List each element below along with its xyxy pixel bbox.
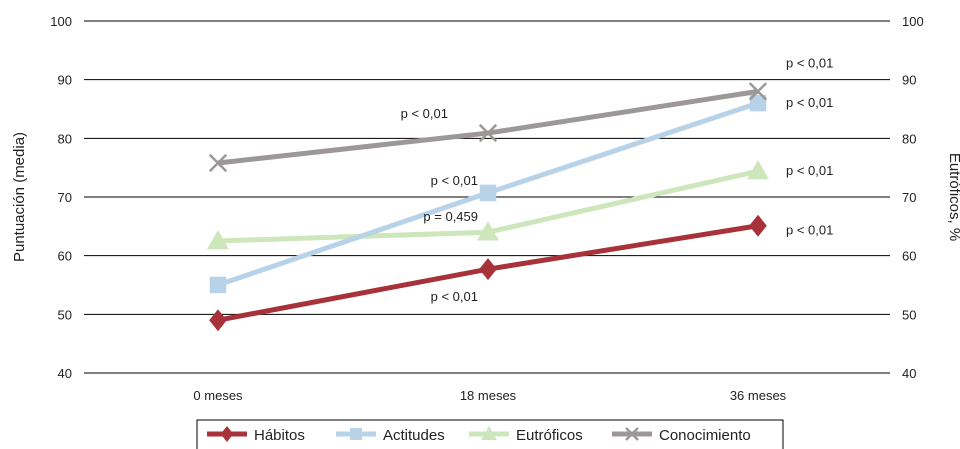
data-point: [209, 309, 227, 332]
legend: Hábitos Actitudes Eutróficos Conocimiento: [196, 419, 784, 449]
p-value-annotation: p < 0,01: [431, 173, 478, 188]
y-tick-label-left: 70: [58, 190, 72, 205]
legend-marker: [625, 427, 639, 441]
series-line: [217, 88, 759, 166]
p-value-annotation: p < 0,01: [786, 163, 833, 178]
legend-item-conocimiento: Conocimiento: [612, 427, 751, 444]
legend-item-eutróficos: Eutróficos: [469, 426, 583, 444]
y-tick-label-left: 90: [58, 73, 72, 88]
y-tick-label-right: 70: [902, 190, 916, 205]
y-tick-label-right: 40: [902, 366, 916, 381]
y-axis-right-ticks: 40 50 60 70 80 90 100: [902, 14, 924, 381]
data-point: [477, 221, 499, 241]
x-tick-label: 18 meses: [460, 388, 517, 403]
series-conocimiento: [208, 82, 768, 173]
p-value-annotation: p = 0,459: [423, 209, 478, 224]
x-axis-ticks: 0 meses 18 meses 36 meses: [193, 388, 786, 403]
legend-item-actitudes: Actitudes: [336, 427, 445, 444]
y-tick-label-right: 90: [902, 73, 916, 88]
legend-marker: [481, 426, 497, 440]
legend-label: Actitudes: [383, 427, 445, 444]
series-hábitos: [209, 214, 767, 332]
p-value-annotation: p < 0,01: [786, 95, 833, 110]
legend-marker: [350, 428, 362, 440]
y-tick-label-right: 80: [902, 131, 916, 146]
series-lines: [207, 82, 769, 332]
y-tick-label-left: 40: [58, 366, 72, 381]
p-value-annotation: p < 0,01: [786, 223, 833, 238]
data-point: [478, 123, 498, 143]
series-eutróficos: [207, 160, 769, 250]
data-point: [479, 184, 497, 202]
data-point: [749, 94, 767, 112]
p-value-annotation: p < 0,01: [431, 289, 478, 304]
y-tick-label-left: 80: [58, 131, 72, 146]
legend-marker: [220, 426, 234, 442]
series-actitudes: [209, 94, 767, 294]
x-tick-label: 36 meses: [730, 388, 787, 403]
y-axis-right-title: Eutróficos, %: [946, 153, 960, 241]
y-tick-label-left: 60: [58, 249, 72, 264]
y-tick-label-left: 50: [58, 307, 72, 322]
legend-label: Eutróficos: [516, 427, 583, 444]
data-point: [207, 230, 229, 250]
y-axis-left-title: Puntuación (media): [11, 132, 28, 262]
y-tick-label-right: 60: [902, 249, 916, 264]
legend-label: Conocimiento: [659, 427, 751, 444]
data-point: [479, 258, 497, 281]
data-point: [748, 82, 768, 101]
y-tick-label-left: 100: [50, 14, 72, 29]
p-value-annotation: p < 0,01: [786, 55, 833, 70]
data-point: [749, 214, 767, 237]
data-point: [208, 153, 228, 173]
y-tick-label-right: 100: [902, 14, 924, 29]
p-value-annotation: p < 0,01: [401, 106, 448, 121]
y-tick-label-right: 50: [902, 307, 916, 322]
y-axis-left-ticks: 40 50 60 70 80 90 100: [50, 14, 72, 381]
legend-label: Hábitos: [254, 427, 305, 444]
annotations: p < 0,01 p < 0,01 p < 0,01 p < 0,01 p = 0,45…: [401, 55, 834, 304]
data-point: [209, 276, 227, 294]
data-point: [747, 160, 769, 180]
legend-item-hábitos: Hábitos: [207, 426, 305, 444]
x-tick-label: 0 meses: [193, 388, 243, 403]
